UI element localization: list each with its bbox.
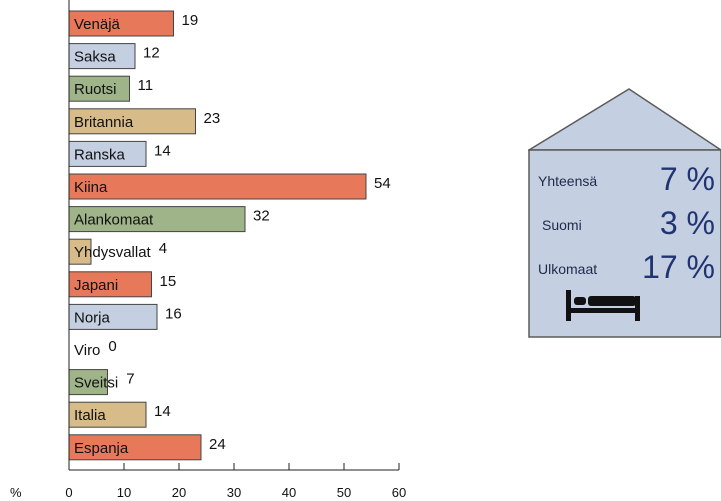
- x-tick-label-30: 30: [227, 485, 241, 500]
- summary-row-total: Yhteensä 7 %: [528, 161, 721, 201]
- value-label-espanja: 24: [209, 436, 226, 453]
- value-label-viro: 0: [108, 338, 116, 355]
- x-tick-label-20: 20: [172, 485, 186, 500]
- category-label-alankomaat: Alankomaat: [74, 212, 154, 229]
- category-label-kiina: Kiina: [74, 179, 108, 196]
- value-label-italia: 14: [154, 403, 171, 420]
- category-label-yhdysvallat: Yhdysvallat: [74, 244, 152, 261]
- summary-label-finland: Suomi: [542, 217, 582, 233]
- summary-value-total: 7 %: [659, 161, 715, 197]
- value-label-ranska: 14: [154, 142, 171, 159]
- x-tick-label-50: 50: [337, 485, 351, 500]
- bar-chart: Venäjä 19 Saksa 12 Ruotsi 11 Britannia 23 Ranska…: [10, 0, 406, 500]
- bar-britannia: [68, 108, 196, 135]
- category-label-espanja: Espanja: [74, 440, 129, 457]
- value-label-ruotsi: 11: [138, 77, 154, 94]
- value-label-ven-j-: 19: [182, 12, 199, 29]
- category-label-ranska: Ranska: [74, 146, 126, 163]
- summary-label-abroad: Ulkomaat: [538, 261, 598, 277]
- summary-row-abroad: Ulkomaat 17 %: [528, 249, 721, 289]
- bed-foot: [635, 296, 640, 321]
- bar-japani: [68, 271, 152, 298]
- x-tick-label-60: 60: [392, 485, 406, 500]
- bed-pillow: [574, 297, 586, 305]
- bars-layer: Venäjä 19 Saksa 12 Ruotsi 11 Britannia 23 Ranska…: [68, 10, 391, 461]
- x-tick-label-0: 0: [65, 485, 72, 500]
- bed-frame: [566, 308, 640, 313]
- summary-row-finland: Suomi 3 %: [528, 205, 721, 245]
- house-roof: [528, 88, 721, 151]
- category-label-norja: Norja: [74, 309, 111, 326]
- value-label-japani: 15: [160, 273, 177, 290]
- summary-value-finland: 3 %: [659, 205, 715, 241]
- summary-label-total: Yhteensä: [538, 173, 598, 189]
- category-label-viro: Viro: [74, 342, 100, 359]
- bar-saksa: [68, 43, 136, 70]
- bed-icon: [566, 290, 640, 321]
- ticks-layer: 0 10 20 30 40 50 60: [65, 463, 406, 500]
- category-label-ven-j-: Venäjä: [74, 16, 121, 33]
- value-label-norja: 16: [165, 305, 182, 322]
- category-label-britannia: Britannia: [74, 114, 134, 131]
- category-label-saksa: Saksa: [74, 49, 116, 66]
- category-label-japani: Japani: [74, 277, 118, 294]
- category-label-italia: Italia: [74, 407, 106, 424]
- x-axis-unit: %: [10, 485, 22, 500]
- value-label-kiina: 54: [374, 175, 391, 192]
- value-label-sveitsi: 7: [126, 371, 134, 388]
- summary-house: Yhteensä 7 % Suomi 3 % Ulkomaat 17 %: [528, 88, 721, 338]
- category-label-ruotsi: Ruotsi: [74, 81, 117, 98]
- summary-value-abroad: 17 %: [642, 249, 715, 285]
- bed-headboard: [566, 290, 571, 321]
- x-tick-label-10: 10: [117, 485, 131, 500]
- value-label-britannia: 23: [204, 110, 221, 127]
- bar-ranska: [68, 140, 147, 167]
- value-label-yhdysvallat: 4: [159, 240, 167, 257]
- category-label-sveitsi: Sveitsi: [74, 375, 118, 392]
- x-tick-label-40: 40: [282, 485, 296, 500]
- bar-ruotsi: [68, 75, 130, 102]
- value-label-alankomaat: 32: [253, 208, 270, 225]
- bar-kiina: [68, 173, 367, 200]
- bed-blanket: [588, 296, 636, 306]
- value-label-saksa: 12: [143, 45, 160, 62]
